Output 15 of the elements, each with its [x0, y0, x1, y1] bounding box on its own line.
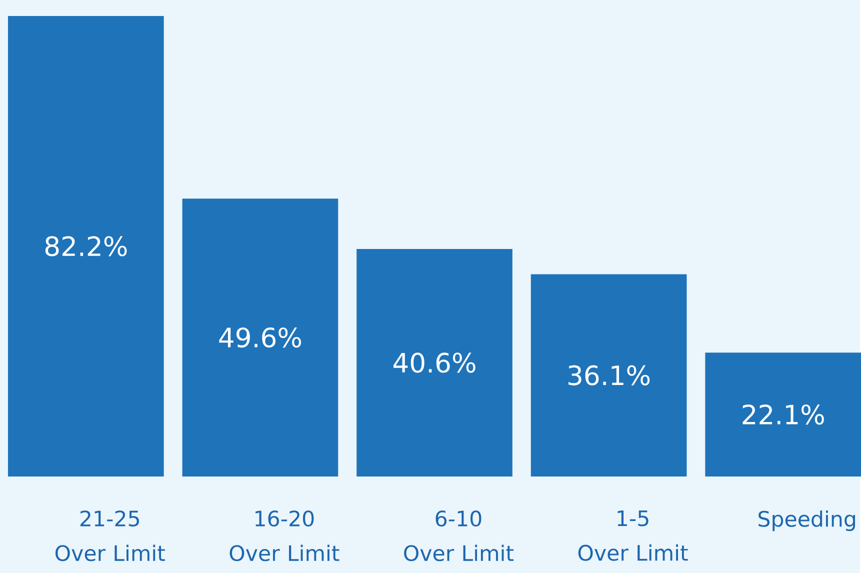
bar — [705, 352, 861, 476]
bar — [8, 16, 164, 476]
data-label: 40.6% — [393, 352, 476, 373]
x-tick-label: Speeding — [758, 510, 856, 531]
data-label: 82.2% — [45, 236, 127, 256]
bar — [530, 274, 687, 476]
data-label: 49.6% — [219, 327, 302, 348]
x-tick-label: 1-5 Over Limit — [578, 510, 688, 561]
x-tick-label: 21-25 Over Limit — [55, 510, 165, 562]
bar — [182, 198, 338, 476]
data-label: 22.1% — [742, 404, 824, 424]
x-tick-label: 6-10 Over Limit — [404, 510, 514, 562]
x-tick-label: 16-20 Over Limit — [230, 510, 340, 562]
data-label: 36.1% — [568, 365, 650, 386]
bar — [356, 248, 512, 476]
